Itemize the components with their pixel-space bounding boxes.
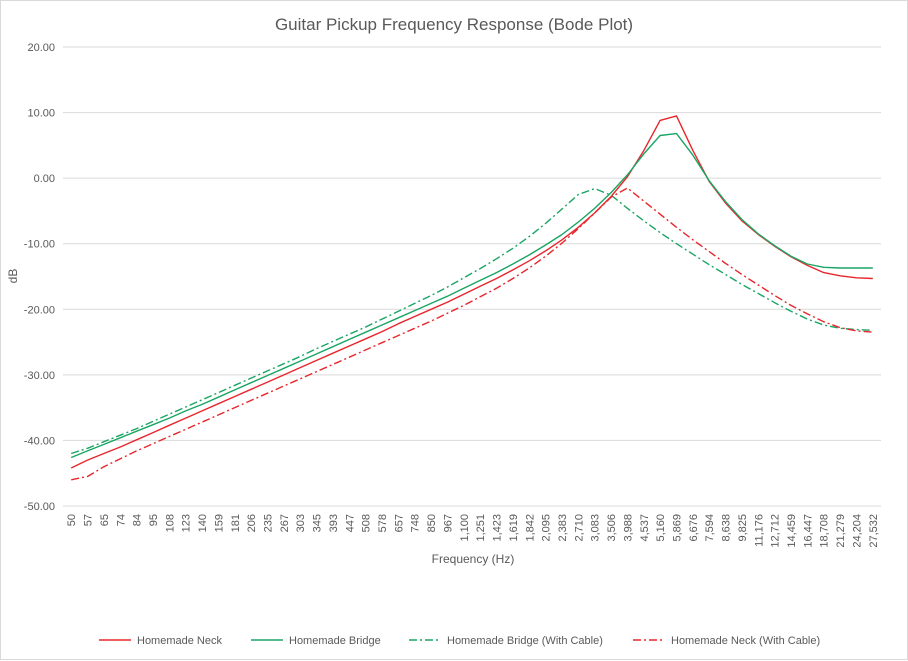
- x-tick-label: 11,176: [753, 514, 765, 547]
- x-tick-label: 21,279: [835, 514, 847, 548]
- x-tick-label: 206: [246, 514, 258, 532]
- series-line: [70, 187, 873, 455]
- x-tick-label: 967: [442, 514, 454, 532]
- series-line: [70, 132, 873, 459]
- y-axis-tick-labels: 20.00 10.00 0.00 -10.00 -20.00 -30.00 -40.00 -5…: [24, 42, 55, 513]
- x-tick-label: 65: [99, 514, 111, 526]
- x-tick-label: 24,204: [851, 514, 863, 548]
- x-tick-label: 14,459: [786, 514, 798, 548]
- x-tick-label: 84: [132, 514, 144, 526]
- y-tick-label: -40.00: [24, 435, 55, 447]
- gridlines: [63, 46, 881, 507]
- x-tick-label: 4,537: [639, 514, 651, 542]
- x-tick-label: 7,594: [704, 514, 716, 542]
- x-tick-label: 267: [279, 514, 291, 532]
- y-tick-label: 0.00: [34, 173, 55, 185]
- x-tick-label: 1,251: [475, 514, 487, 542]
- x-tick-label: 159: [213, 514, 225, 532]
- x-tick-label: 181: [230, 514, 242, 532]
- x-tick-label: 748: [410, 514, 422, 532]
- x-tick-label: 3,988: [622, 514, 634, 542]
- x-tick-label: 12,712: [770, 514, 782, 548]
- y-tick-label: 10.00: [27, 108, 55, 120]
- chart-title: Guitar Pickup Frequency Response (Bode P…: [275, 15, 633, 34]
- x-tick-label: 74: [115, 514, 127, 526]
- x-tick-label: 508: [361, 514, 373, 532]
- legend-label: Homemade Bridge (With Cable): [447, 635, 603, 647]
- x-tick-label: 50: [66, 514, 78, 526]
- x-tick-label: 578: [377, 514, 389, 532]
- series-lines: [70, 115, 873, 481]
- x-tick-label: 9,825: [737, 514, 749, 542]
- x-tick-label: 1,423: [492, 514, 504, 542]
- y-tick-label: 20.00: [27, 42, 55, 54]
- x-tick-label: 27,532: [868, 514, 880, 548]
- series-line: [71, 187, 873, 481]
- x-tick-label: 3,083: [590, 514, 602, 542]
- x-tick-label: 18,708: [819, 514, 831, 548]
- x-axis-title: Frequency (Hz): [432, 552, 515, 566]
- x-tick-label: 2,710: [573, 514, 585, 542]
- x-tick-label: 3,506: [606, 514, 618, 542]
- x-tick-label: 5,160: [655, 514, 667, 542]
- x-axis-tick-labels: 50 57 65 74 84 95 108 123 140 159 181 206 235 267 303 3…: [66, 514, 880, 548]
- x-tick-label: 2,383: [557, 514, 569, 542]
- series-line: [70, 115, 873, 469]
- x-tick-label: 140: [197, 514, 209, 532]
- y-tick-label: -10.00: [24, 239, 55, 251]
- y-tick-label: -20.00: [24, 304, 55, 316]
- x-tick-label: 393: [328, 514, 340, 532]
- legend: Homemade Neck Homemade Bridge Homemade Bri…: [99, 635, 820, 647]
- x-tick-label: 123: [181, 514, 193, 532]
- x-tick-label: 1,842: [524, 514, 536, 542]
- x-tick-label: 95: [148, 514, 160, 526]
- x-tick-label: 108: [164, 514, 176, 532]
- x-tick-label: 447: [344, 514, 356, 532]
- x-tick-label: 657: [393, 514, 405, 532]
- x-tick-label: 16,447: [802, 514, 814, 548]
- x-tick-label: 57: [83, 514, 95, 526]
- legend-label: Homemade Neck: [137, 635, 222, 647]
- x-tick-label: 8,638: [721, 514, 733, 542]
- x-tick-label: 345: [312, 514, 324, 532]
- x-tick-label: 850: [426, 514, 438, 532]
- legend-label: Homemade Neck (With Cable): [671, 635, 820, 647]
- x-tick-label: 2,095: [541, 514, 553, 542]
- y-tick-label: -50.00: [24, 501, 55, 513]
- x-tick-label: 5,869: [672, 514, 684, 542]
- x-tick-label: 303: [295, 514, 307, 532]
- x-tick-label: 6,676: [688, 514, 700, 542]
- legend-label: Homemade Bridge: [289, 635, 381, 647]
- y-tick-label: -30.00: [24, 370, 55, 382]
- x-tick-label: 1,100: [459, 514, 471, 542]
- y-axis-title: dB: [6, 269, 20, 284]
- x-tick-label: 235: [263, 514, 275, 532]
- x-tick-label: 1,619: [508, 514, 520, 542]
